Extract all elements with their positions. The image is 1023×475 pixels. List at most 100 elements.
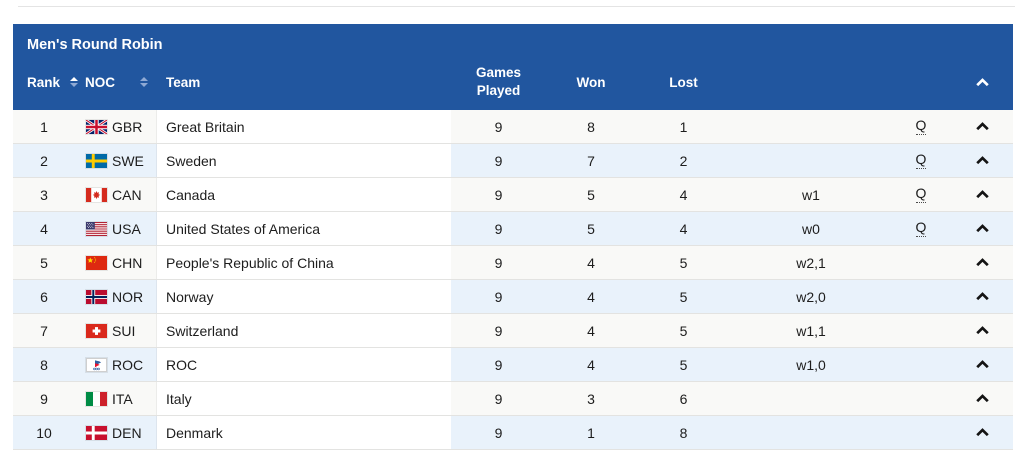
games-played-cell: 9 xyxy=(451,110,546,143)
rank-cell: 9 xyxy=(13,382,75,415)
table-row: 1 GBR Great Britain 9 8 1 Q xyxy=(13,110,1013,144)
expand-cell xyxy=(951,144,1013,177)
won-cell: 8 xyxy=(546,110,636,143)
collapse-table-chevron-icon[interactable] xyxy=(971,76,994,89)
noc-code: ROC xyxy=(112,356,144,373)
tiebreak-cell xyxy=(731,382,891,415)
column-header-games-played[interactable]: Games Played xyxy=(451,54,546,110)
games-played-cell: 9 xyxy=(451,280,546,313)
expand-chevron-icon[interactable] xyxy=(971,392,994,405)
qualified-badge[interactable]: Q xyxy=(915,151,927,169)
sort-noc-icon[interactable] xyxy=(140,76,148,88)
expand-chevron-icon[interactable] xyxy=(971,358,994,371)
lost-cell: 8 xyxy=(636,416,731,449)
column-header-noc[interactable]: NOC xyxy=(75,54,157,110)
team-cell: Switzerland xyxy=(157,314,451,347)
noc-cell: USA xyxy=(75,212,157,245)
table-row: 9 ITA Italy 9 3 6 xyxy=(13,382,1013,416)
table-row: 2 SWE Sweden 9 7 2 Q xyxy=(13,144,1013,178)
table-body: 1 GBR Great Britain 9 8 1 Q 2 SWE Sweden… xyxy=(13,110,1013,450)
expand-cell xyxy=(951,382,1013,415)
qualified-cell xyxy=(891,314,951,347)
noc-code: NOR xyxy=(112,288,144,305)
expand-cell xyxy=(951,280,1013,313)
column-header-rank[interactable]: Rank xyxy=(13,54,79,110)
tiebreak-cell: w2,1 xyxy=(731,246,891,279)
rank-cell: 10 xyxy=(13,416,75,449)
noc-cell: DEN xyxy=(75,416,157,449)
lost-cell: 5 xyxy=(636,280,731,313)
column-header-row: Rank NOC Team Games Played Won Lost xyxy=(13,54,1013,110)
table-header: Men's Round Robin Rank NOC Team Games Pl… xyxy=(13,24,1013,110)
roc-flag-icon xyxy=(86,357,107,372)
won-cell: 5 xyxy=(546,212,636,245)
rank-cell: 6 xyxy=(13,280,75,313)
team-cell: ROC xyxy=(157,348,451,381)
expand-chevron-icon[interactable] xyxy=(971,120,994,133)
games-played-cell: 9 xyxy=(451,144,546,177)
expand-chevron-icon[interactable] xyxy=(971,222,994,235)
tiebreak-cell: w1,1 xyxy=(731,314,891,347)
den-flag-icon xyxy=(86,425,107,440)
column-header-won[interactable]: Won xyxy=(576,74,606,90)
lost-cell: 2 xyxy=(636,144,731,177)
games-played-cell: 9 xyxy=(451,348,546,381)
noc-cell: ITA xyxy=(75,382,157,415)
qualified-cell: Q xyxy=(891,212,951,245)
lost-cell: 5 xyxy=(636,348,731,381)
qualified-cell: Q xyxy=(891,178,951,211)
lost-cell: 1 xyxy=(636,110,731,143)
expand-chevron-icon[interactable] xyxy=(971,188,994,201)
table-title: Men's Round Robin xyxy=(27,37,163,53)
games-played-cell: 9 xyxy=(451,246,546,279)
won-cell: 4 xyxy=(546,246,636,279)
games-played-cell: 9 xyxy=(451,382,546,415)
expand-chevron-icon[interactable] xyxy=(971,256,994,269)
noc-cell: GBR xyxy=(75,110,157,143)
expand-chevron-icon[interactable] xyxy=(971,154,994,167)
expand-cell xyxy=(951,348,1013,381)
qualified-badge[interactable]: Q xyxy=(915,185,927,203)
qualified-cell xyxy=(891,416,951,449)
lost-cell: 5 xyxy=(636,246,731,279)
games-played-cell: 9 xyxy=(451,212,546,245)
team-cell: Sweden xyxy=(157,144,451,177)
lost-cell: 4 xyxy=(636,212,731,245)
expand-cell xyxy=(951,178,1013,211)
page-top-divider xyxy=(18,6,1015,7)
standings-table: Men's Round Robin Rank NOC Team Games Pl… xyxy=(13,24,1013,450)
expand-cell xyxy=(951,110,1013,143)
column-header-team[interactable]: Team xyxy=(166,74,201,90)
column-header-lost[interactable]: Lost xyxy=(669,74,698,90)
team-cell: Denmark xyxy=(157,416,451,449)
table-row: 6 NOR Norway 9 4 5 w2,0 xyxy=(13,280,1013,314)
tiebreak-cell xyxy=(731,110,891,143)
table-row: 4 USA United States of America 9 5 4 w0 … xyxy=(13,212,1013,246)
expand-chevron-icon[interactable] xyxy=(971,290,994,303)
games-played-header-label: Games Played xyxy=(475,65,522,98)
rank-cell: 2 xyxy=(13,144,75,177)
expand-cell xyxy=(951,314,1013,347)
team-cell: Italy xyxy=(157,382,451,415)
table-row: 5 CHN People's Republic of China 9 4 5 w… xyxy=(13,246,1013,280)
expand-chevron-icon[interactable] xyxy=(971,324,994,337)
sort-rank-icon[interactable] xyxy=(70,76,79,88)
noc-code: DEN xyxy=(112,424,142,441)
noc-code: SUI xyxy=(112,322,136,339)
table-row: 7 SUI Switzerland 9 4 5 w1,1 xyxy=(13,314,1013,348)
noc-cell: SUI xyxy=(75,314,157,347)
qualified-badge[interactable]: Q xyxy=(915,117,927,135)
team-cell: Great Britain xyxy=(157,110,451,143)
table-row: 3 CAN Canada 9 5 4 w1 Q xyxy=(13,178,1013,212)
lost-cell: 5 xyxy=(636,314,731,347)
team-cell: Canada xyxy=(157,178,451,211)
tiebreak-cell xyxy=(731,416,891,449)
expand-chevron-icon[interactable] xyxy=(971,426,994,439)
can-flag-icon xyxy=(86,187,107,202)
noc-cell: NOR xyxy=(75,280,157,313)
noc-code: SWE xyxy=(112,152,144,169)
team-cell: People's Republic of China xyxy=(157,246,451,279)
expand-cell xyxy=(951,246,1013,279)
qualified-badge[interactable]: Q xyxy=(915,219,927,237)
chn-flag-icon xyxy=(86,255,107,270)
